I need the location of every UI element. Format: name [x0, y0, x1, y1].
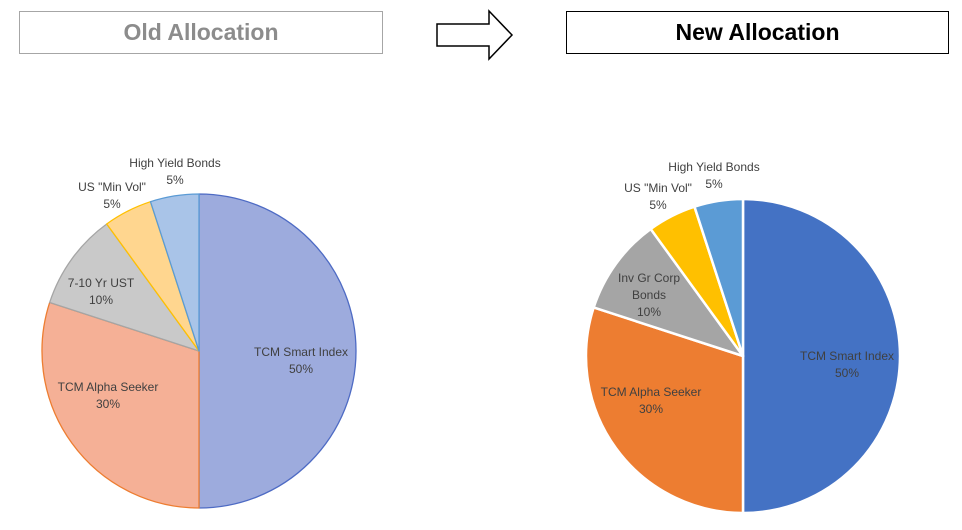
new-slice-tcm-smart-index: [741, 197, 902, 515]
new-label-high-yield-bonds: High Yield Bonds 5%: [668, 160, 759, 191]
new-allocation-title: New Allocation: [566, 11, 949, 54]
old-slice-7-10-yr-ust: [49, 223, 200, 352]
old-allocation-title: Old Allocation: [19, 11, 383, 54]
old-label-tcm-alpha-seeker: TCM Alpha Seeker 30%: [58, 380, 159, 411]
right-arrow-icon: [436, 9, 514, 61]
old-label-high-yield-bonds: High Yield Bonds 5%: [129, 156, 220, 187]
old-label-7-10-yr-ust: 7-10 Yr UST 10%: [68, 276, 135, 307]
old-label-us-min-vol: US "Min Vol" 5%: [78, 180, 146, 211]
new-label-inv-gr-corp-bonds: Inv Gr Corp Bonds 10%: [618, 271, 680, 319]
old-slice-high-yield-bonds: [149, 193, 200, 352]
new-label-us-min-vol: US "Min Vol" 5%: [624, 181, 692, 212]
old-slice-tcm-alpha-seeker: [41, 301, 200, 509]
new-slice-inv-gr-corp-bonds: [592, 227, 745, 358]
new-slice-high-yield-bonds: [693, 197, 745, 358]
new-slice-tcm-alpha-seeker: [584, 306, 745, 515]
new-label-tcm-alpha-seeker: TCM Alpha Seeker 30%: [601, 385, 702, 416]
old-slice-tcm-smart-index: [198, 193, 357, 509]
old-label-tcm-smart-index: TCM Smart Index 50%: [254, 345, 348, 376]
new-label-tcm-smart-index: TCM Smart Index 50%: [800, 349, 894, 380]
